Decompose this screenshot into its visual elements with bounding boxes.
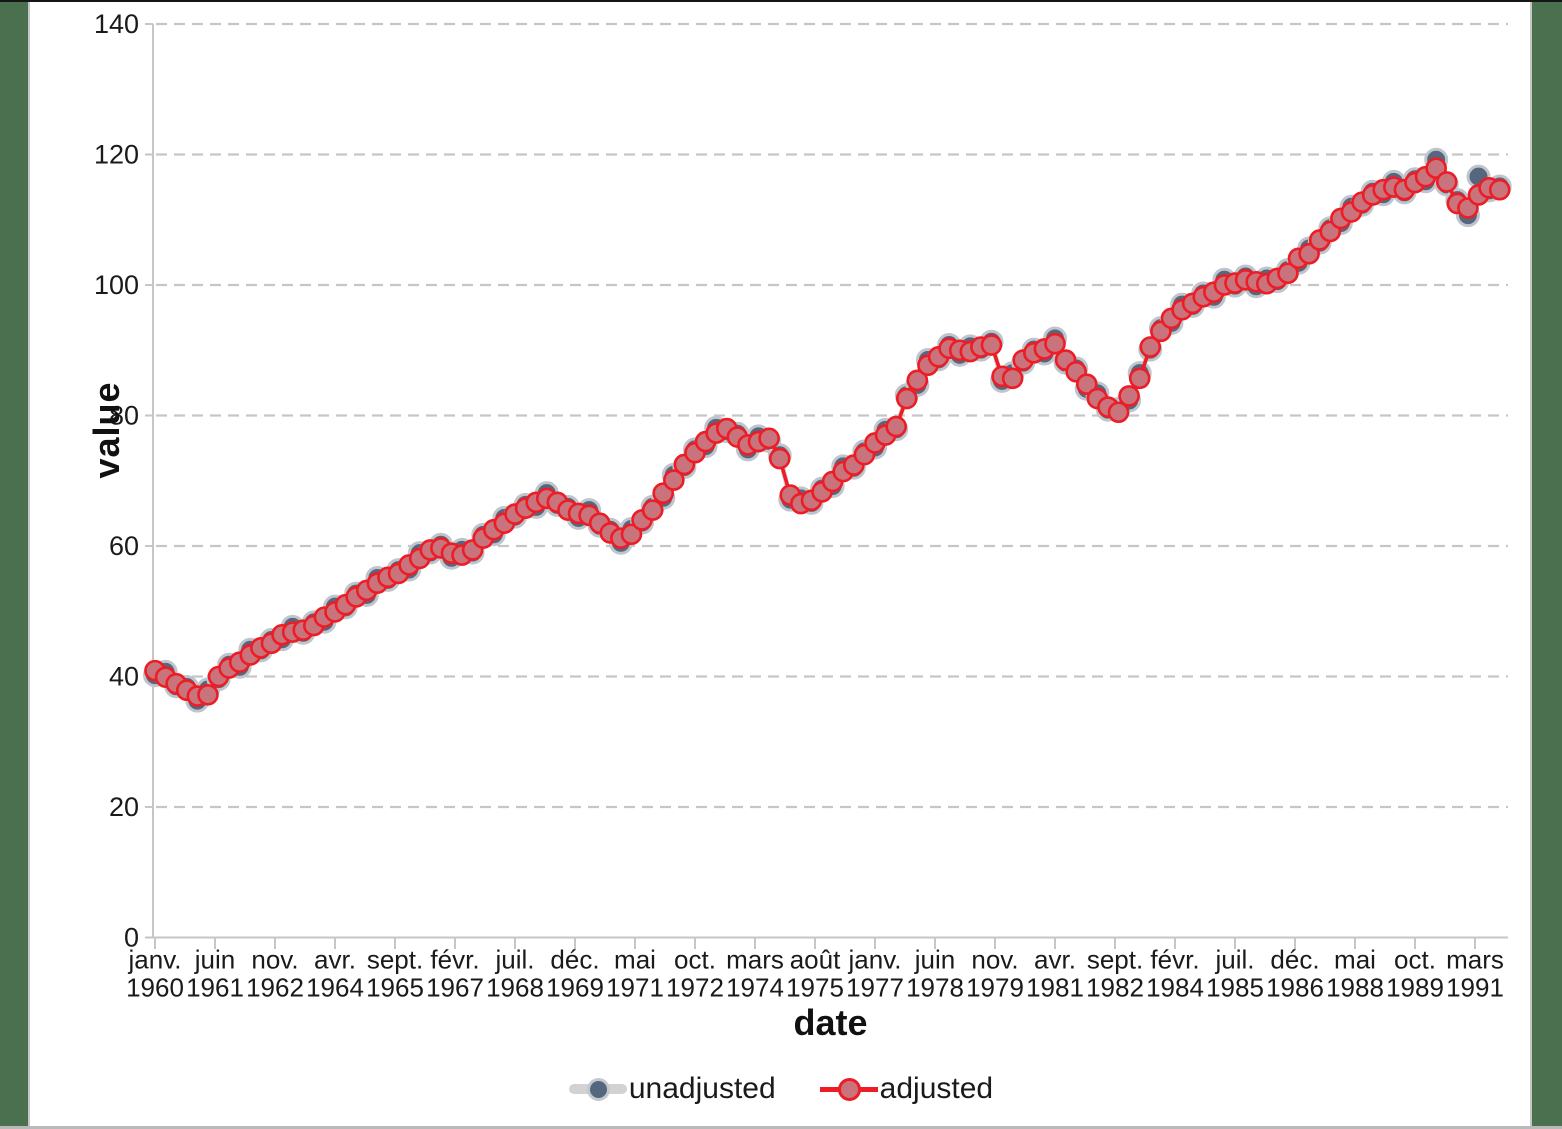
y-tick-label: 140 bbox=[94, 9, 139, 39]
x-tick-label-month: juin bbox=[914, 945, 955, 975]
x-tick-label-year: 1967 bbox=[426, 973, 484, 1003]
marker-adjusted bbox=[906, 369, 929, 392]
marker-adjusted bbox=[895, 387, 918, 410]
x-tick-label-month: févr. bbox=[430, 945, 479, 975]
marker-adjusted bbox=[1139, 336, 1162, 358]
marker-adjusted bbox=[197, 683, 219, 706]
x-tick-label-month: juil. bbox=[494, 945, 534, 975]
marker-adjusted bbox=[758, 427, 780, 450]
x-tick-label-month: mars bbox=[1446, 945, 1504, 975]
x-tick-label-year: 1989 bbox=[1386, 973, 1444, 1003]
y-tick-label: 100 bbox=[94, 270, 139, 300]
x-tick-label-year: 1985 bbox=[1206, 973, 1264, 1003]
adjusted-marker-icon bbox=[819, 1077, 878, 1101]
marker-adjusted bbox=[1277, 262, 1299, 285]
marker-adjusted bbox=[641, 499, 664, 521]
y-tick-label: 120 bbox=[94, 140, 139, 170]
legend: unadjusted adjusted bbox=[30, 1066, 1532, 1112]
x-tick-label-month: juil. bbox=[1214, 945, 1254, 975]
bottom-border bbox=[0, 1126, 1562, 1129]
marker-adjusted bbox=[1488, 178, 1511, 201]
y-tick-label: 60 bbox=[109, 531, 139, 561]
x-tick-label-year: 1968 bbox=[486, 973, 544, 1003]
marker-adjusted bbox=[980, 334, 1003, 356]
y-axis-title: value bbox=[86, 381, 127, 479]
series-line-unadjusted bbox=[154, 157, 1501, 704]
legend-item-adjusted: adjusted bbox=[819, 1072, 994, 1106]
x-tick-label-month: mai bbox=[614, 945, 656, 975]
x-tick-label-month: août bbox=[790, 945, 841, 975]
left-green-band bbox=[0, 0, 30, 1129]
x-tick-label-month: nov. bbox=[251, 945, 298, 975]
marker-adjusted bbox=[885, 415, 907, 438]
legend-item-unadjusted: unadjusted bbox=[568, 1072, 776, 1106]
marker-adjusted bbox=[1118, 385, 1140, 407]
x-tick-label-year: 1977 bbox=[846, 973, 904, 1003]
x-tick-label-year: 1988 bbox=[1326, 973, 1384, 1003]
x-tick-label-year: 1991 bbox=[1446, 973, 1504, 1003]
x-tick-label-month: nov. bbox=[971, 945, 1018, 975]
x-tick-label-month: mars bbox=[726, 945, 784, 975]
marker-adjusted bbox=[663, 469, 685, 491]
x-tick-label-month: févr. bbox=[1150, 945, 1199, 975]
x-axis-title: date bbox=[793, 1002, 868, 1043]
top-border bbox=[0, 0, 1562, 2]
x-tick-label-month: oct. bbox=[1394, 945, 1436, 975]
x-tick-label-month: déc. bbox=[550, 945, 599, 975]
x-tick-label-month: déc. bbox=[1270, 945, 1319, 975]
x-tick-label-month: oct. bbox=[674, 945, 716, 975]
x-tick-label-year: 1965 bbox=[366, 973, 424, 1003]
unadjusted-marker-icon bbox=[568, 1077, 627, 1101]
x-tick-label-year: 1969 bbox=[546, 973, 604, 1003]
y-tick-label: 20 bbox=[109, 792, 139, 822]
x-tick-label-year: 1974 bbox=[726, 973, 784, 1003]
x-tick-label-year: 1960 bbox=[126, 973, 184, 1003]
x-tick-label-year: 1984 bbox=[1146, 973, 1204, 1003]
x-tick-label-year: 1979 bbox=[966, 973, 1024, 1003]
x-tick-label-month: juin bbox=[194, 945, 235, 975]
right-green-band bbox=[1530, 0, 1562, 1129]
x-tick-label-year: 1978 bbox=[906, 973, 964, 1003]
marker-adjusted bbox=[1001, 367, 1024, 390]
x-tick-label-year: 1986 bbox=[1266, 973, 1324, 1003]
legend-label-unadjusted: unadjusted bbox=[628, 1072, 776, 1105]
y-tick-label: 80 bbox=[109, 401, 139, 431]
x-tick-label-year: 1971 bbox=[606, 973, 664, 1003]
x-tick-label-month: janv. bbox=[848, 945, 902, 975]
marker-adjusted bbox=[1128, 367, 1151, 390]
marker-adjusted bbox=[1107, 401, 1130, 424]
x-tick-label-year: 1964 bbox=[306, 973, 364, 1003]
y-tick-label: 40 bbox=[109, 662, 139, 692]
x-tick-label-year: 1962 bbox=[246, 973, 304, 1003]
x-tick-label-month: sept. bbox=[1087, 945, 1143, 975]
x-tick-label-month: avr. bbox=[314, 945, 356, 975]
x-tick-label-year: 1972 bbox=[666, 973, 724, 1003]
marker-adjusted bbox=[1044, 332, 1066, 355]
x-tick-label-year: 1982 bbox=[1086, 973, 1144, 1003]
marker-adjusted bbox=[1435, 171, 1458, 193]
x-tick-label-month: mai bbox=[1334, 945, 1376, 975]
x-tick-label-month: janv. bbox=[128, 945, 182, 975]
x-tick-label-month: avr. bbox=[1034, 945, 1076, 975]
x-tick-label-year: 1975 bbox=[786, 973, 844, 1003]
y-tick-label: 0 bbox=[124, 923, 139, 953]
marker-adjusted bbox=[1075, 373, 1098, 395]
x-tick-label-year: 1981 bbox=[1026, 973, 1084, 1003]
x-tick-label-month: sept. bbox=[367, 945, 423, 975]
legend-label-adjusted: adjusted bbox=[879, 1072, 994, 1105]
marker-adjusted bbox=[768, 447, 791, 470]
x-tick-label-year: 1961 bbox=[186, 973, 244, 1003]
marker-adjusted bbox=[620, 523, 643, 546]
